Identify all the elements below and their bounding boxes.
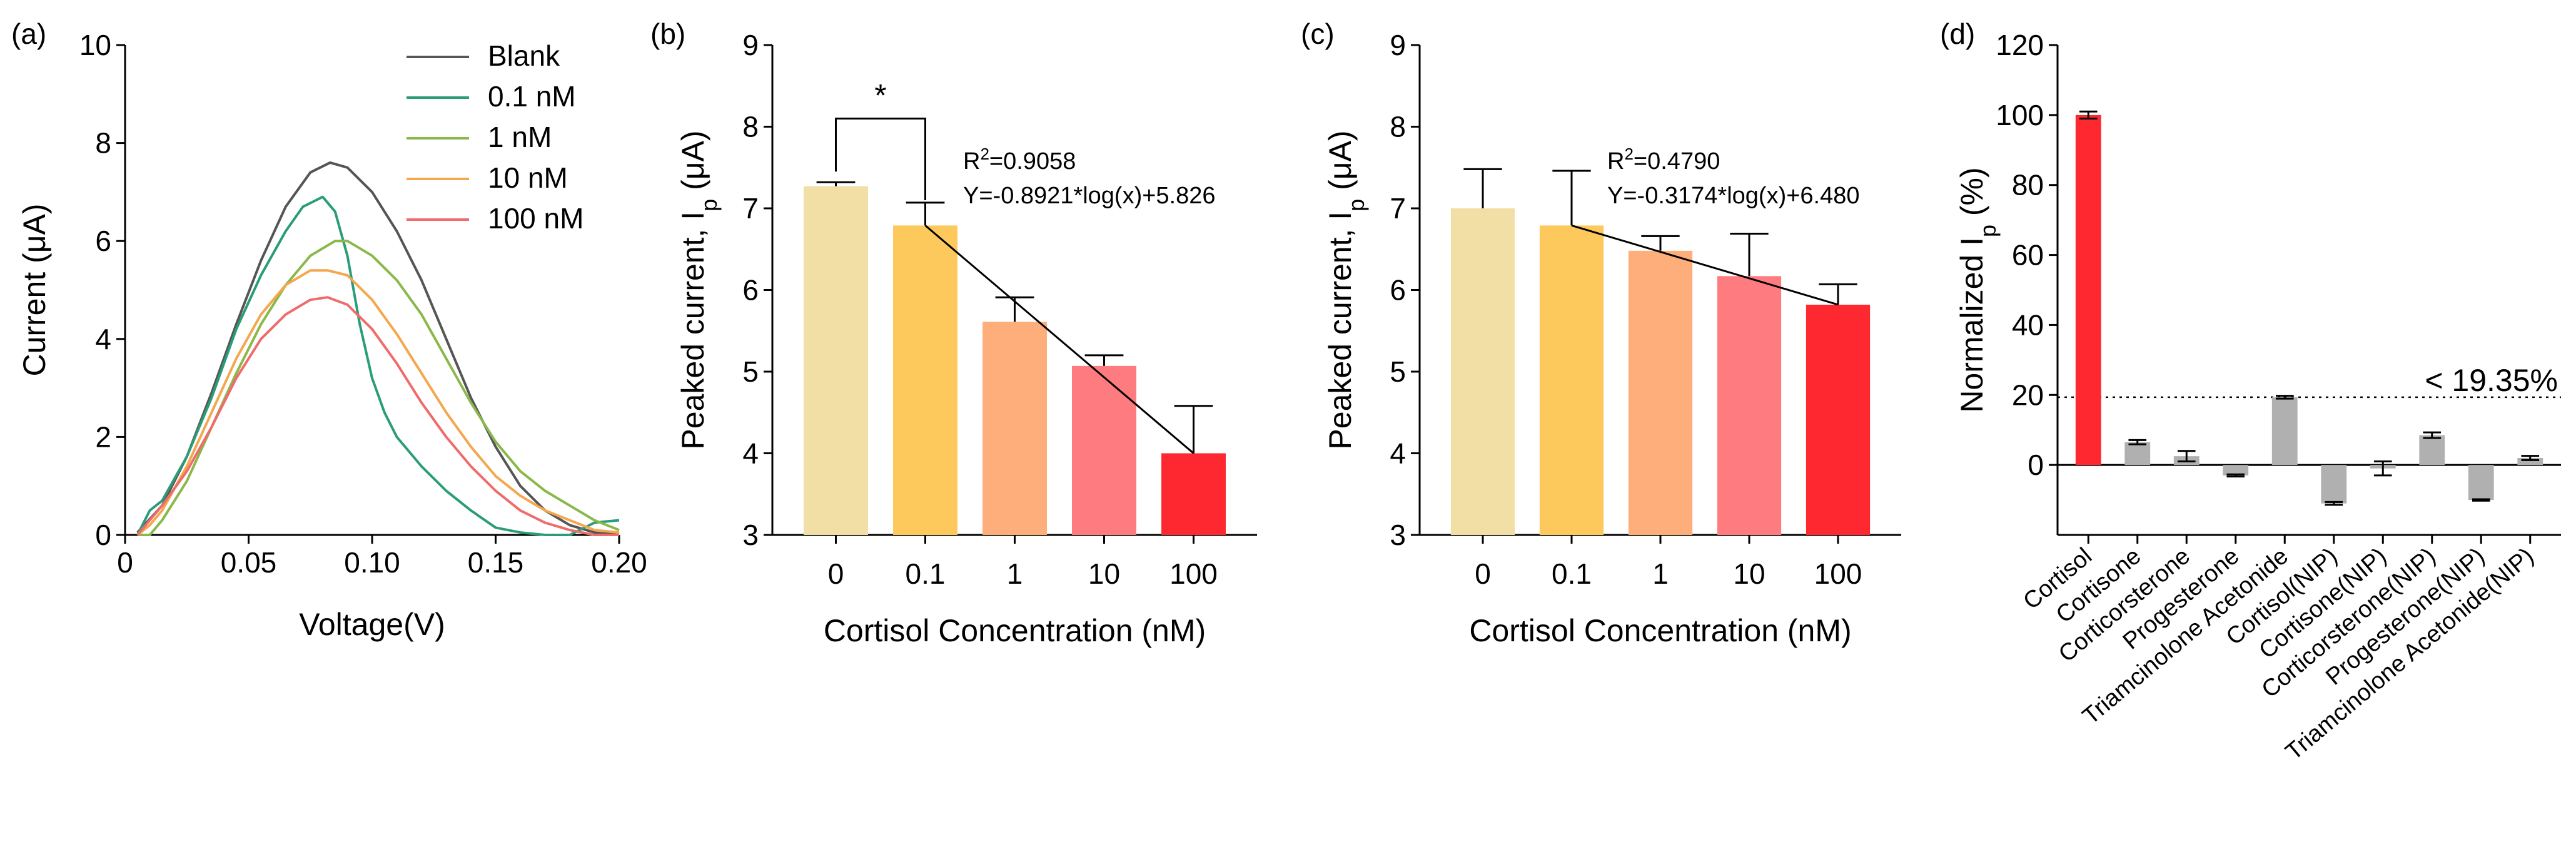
panel-a-y-tick-label: 4: [95, 323, 111, 355]
panel-c-y-axis-label: Peaked current, Ip (μA): [1323, 130, 1369, 449]
panel-b-fit-line: [924, 225, 1195, 454]
panel-b-y-tick-label: 5: [742, 355, 759, 388]
panel-c-bar: [1717, 276, 1782, 535]
panel-d-y-tick-label: 0: [2028, 449, 2044, 481]
panel-b-y-tick-label: 9: [742, 29, 759, 61]
panel-b-x-tick-label: 10: [1088, 557, 1120, 590]
panel-c-bar: [1539, 225, 1604, 535]
panel-d-y-tick-label: 120: [1996, 29, 2044, 61]
panel-b-bar: [1161, 453, 1226, 535]
panel-b-fit-r2: R2=0.9058: [963, 145, 1076, 175]
panel-a-x-tick-label: 0: [117, 546, 133, 579]
panel-a-x-tick-label: 0.15: [468, 546, 524, 579]
panel-d-threshold-label: < 19.35%: [2425, 363, 2558, 398]
panel-a-series-line: [136, 269, 620, 536]
panel-b-x-axis-label: Cortisol Concentration (nM): [824, 613, 1206, 648]
panel-c-x-tick-label: 10: [1733, 557, 1765, 590]
panel-d-bar: [2223, 465, 2249, 475]
panel-a-legend-label: 100 nM: [488, 202, 583, 235]
panel-label-a: (a): [11, 18, 46, 50]
panel-a-series-line: [136, 161, 620, 536]
panel-c-y-tick-label: 3: [1390, 519, 1406, 551]
panel-d-y-tick-label: 60: [2012, 239, 2044, 272]
panel-c-bar: [1806, 304, 1871, 535]
panel-b-bar: [1072, 365, 1136, 535]
panel-c-bar: [1450, 208, 1515, 535]
panel-c-bar: [1628, 250, 1693, 535]
panel-c-x-tick-label: 1: [1652, 557, 1669, 590]
panel-a-series-line: [136, 195, 620, 536]
panel-a-legend-label: 0.1 nM: [488, 80, 576, 113]
panel-d-bar: [2271, 397, 2298, 465]
panel-d-bar: [2075, 114, 2101, 465]
panel-d-y-tick-label: 80: [2012, 169, 2044, 201]
panel-c-y-tick-label: 5: [1390, 355, 1406, 388]
panel-a-series-line: [137, 240, 620, 536]
panel-a-y-tick-label: 10: [79, 29, 111, 61]
panel-b-fit-equation: Y=-0.8921*log(x)+5.826: [963, 183, 1216, 209]
panel-c-y-tick-label: 8: [1390, 111, 1406, 143]
panel-d-y-axis-label: Normalized Ip (%): [1954, 167, 2001, 412]
panel-d-y-tick-label: 40: [2012, 308, 2044, 341]
panel-c-fit-line: [1571, 224, 1839, 306]
panel-d-y-tick-label: 20: [2012, 379, 2044, 411]
panel-a-x-axis-label: Voltage(V): [299, 607, 445, 642]
panel-label-c: (c): [1301, 18, 1335, 50]
panel-d-bar: [2517, 457, 2543, 465]
panel-c-fit-r2: R2=0.4790: [1607, 145, 1720, 175]
panel-b-y-tick-label: 3: [742, 519, 759, 551]
panel-a-x-tick-label: 0.10: [344, 546, 400, 579]
panel-b-y-tick-label: 6: [742, 274, 759, 307]
panel-c-y-tick-label: 6: [1390, 274, 1406, 307]
panel-b-significance-label: *: [874, 78, 886, 113]
panel-c-x-tick-label: 100: [1814, 557, 1862, 590]
panel-c-y-tick-label: 7: [1390, 192, 1406, 225]
panel-b-bar: [804, 186, 868, 535]
panel-label-b: (b): [650, 18, 685, 50]
panel-b-x-tick-label: 1: [1007, 557, 1023, 590]
panel-a-series-line: [136, 296, 619, 536]
panel-a-y-tick-label: 6: [95, 225, 111, 257]
panel-b-y-tick-label: 7: [742, 192, 759, 225]
panel-d-bar: [2419, 435, 2445, 465]
panel-a-x-tick-label: 0.05: [221, 546, 277, 579]
panel-a-legend-label: 1 nM: [488, 121, 552, 153]
panel-c-y-tick-label: 4: [1390, 437, 1406, 470]
panel-a-y-tick-label: 0: [95, 519, 111, 551]
panel-b-x-tick-label: 0.1: [906, 557, 946, 590]
panel-b-significance-bracket: [835, 117, 926, 200]
panel-b-y-tick-label: 4: [742, 437, 759, 470]
panel-a-y-tick-label: 8: [95, 127, 111, 160]
panel-label-d: (d): [1940, 18, 1975, 50]
panel-b-y-axis-label: Peaked current, Ip (μA): [675, 130, 722, 449]
panel-c-x-tick-label: 0: [1475, 557, 1491, 590]
panel-a-y-tick-label: 2: [95, 420, 111, 453]
panel-c-fit-equation: Y=-0.3174*log(x)+6.480: [1607, 183, 1860, 209]
panel-a-x-tick-label: 0.20: [591, 546, 647, 579]
panel-d-bar: [2321, 465, 2347, 504]
panel-b-y-tick-label: 8: [742, 111, 759, 143]
panel-d-y-tick-label: 100: [1996, 99, 2044, 131]
panel-b-bar: [982, 322, 1047, 535]
panel-b-bar: [893, 225, 957, 535]
panel-a-legend-label: 10 nM: [488, 161, 568, 194]
panel-b-x-tick-label: 0: [828, 557, 844, 590]
panel-d-bar: [2124, 442, 2151, 465]
panel-c-y-tick-label: 9: [1390, 29, 1406, 61]
panel-a-legend-label: Blank: [488, 39, 560, 72]
panel-c-x-axis-label: Cortisol Concentration (nM): [1469, 613, 1851, 648]
panel-d-bar: [2468, 465, 2494, 501]
panel-b-x-tick-label: 100: [1169, 557, 1218, 590]
panel-a-y-axis-label: Current (μA): [17, 203, 52, 376]
panel-c-x-tick-label: 0.1: [1552, 557, 1592, 590]
